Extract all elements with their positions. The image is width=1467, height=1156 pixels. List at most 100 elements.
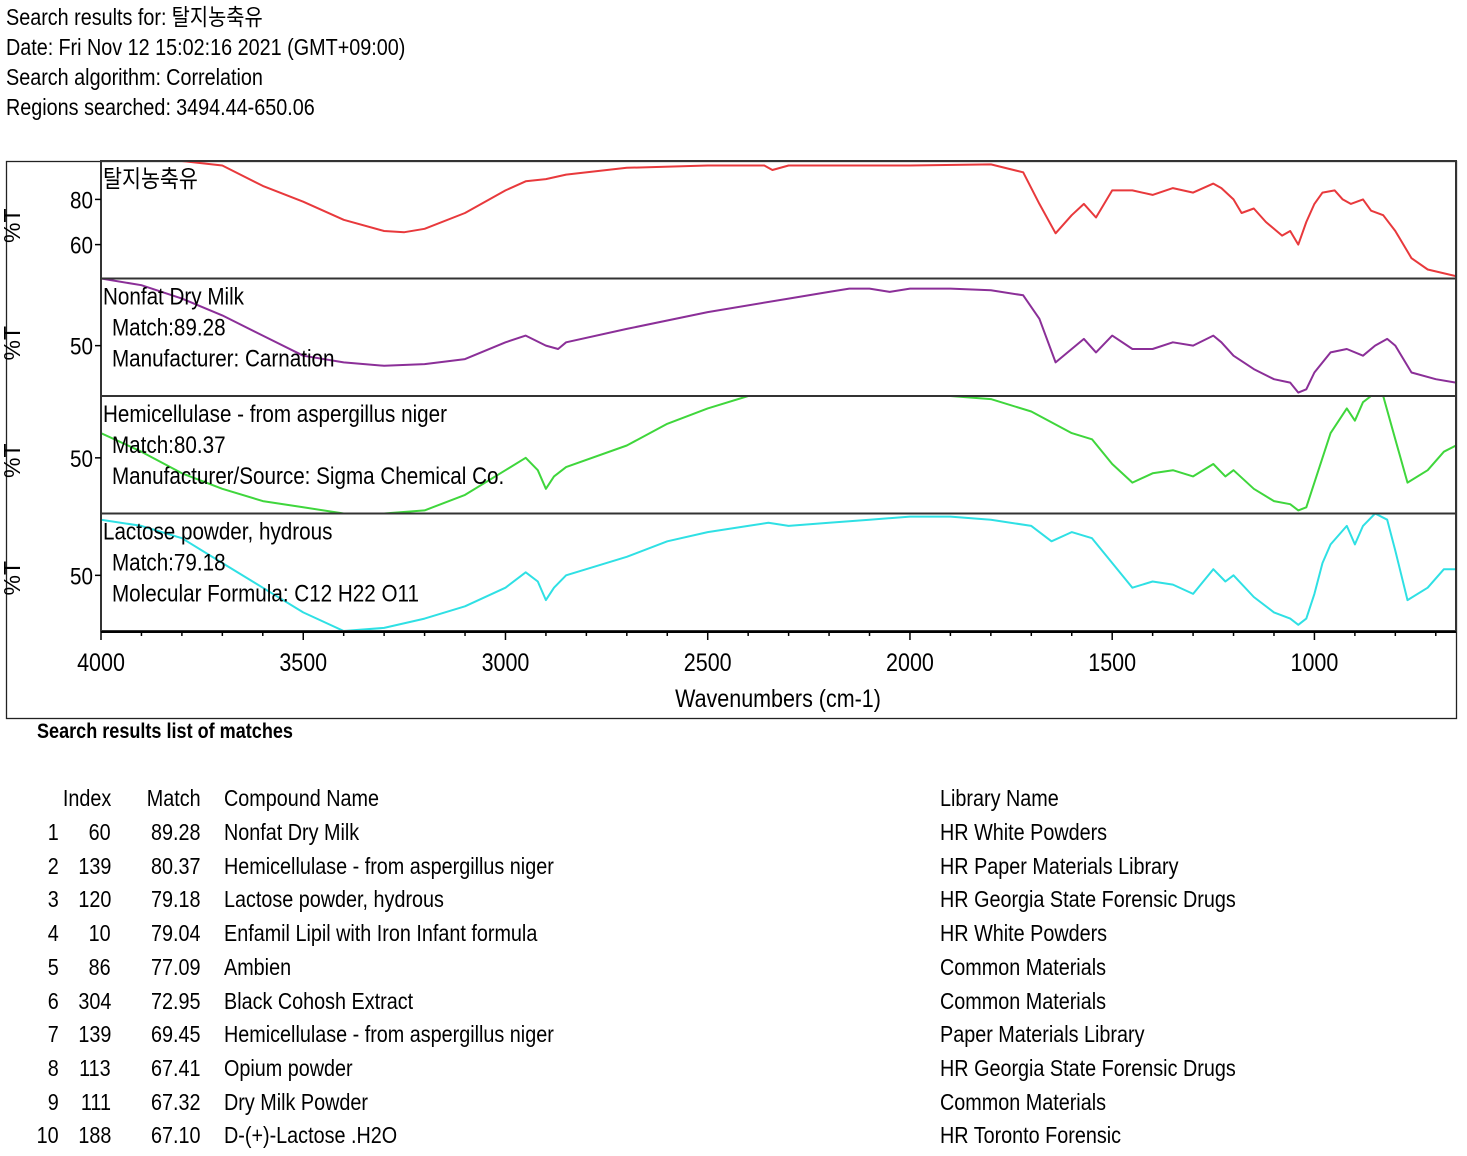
result-rank: 5 bbox=[47, 953, 59, 980]
x-tick-label: 1500 bbox=[1088, 648, 1136, 676]
y-tick-label: 50 bbox=[70, 333, 93, 360]
result-match: 89.28 bbox=[151, 819, 201, 845]
spectrum-line bbox=[101, 161, 1456, 278]
result-index: 304 bbox=[77, 987, 111, 1014]
spectrum-info: Manufacturer: Carnation bbox=[112, 345, 334, 372]
y-tick-label: 50 bbox=[70, 445, 93, 472]
column-header-match: Match bbox=[147, 785, 201, 811]
column-header-index: Index bbox=[62, 785, 111, 811]
spectrum-info: Manufacturer/Source: Sigma Chemical Co. bbox=[112, 463, 504, 490]
result-row[interactable]: 4 10 79.04 Enfamil Lipil with Iron Infant f… bbox=[0, 920, 1467, 954]
result-library-name: HR Toronto Forensic bbox=[940, 1122, 1122, 1149]
result-rank: 10 bbox=[36, 1122, 59, 1149]
result-compound-name: Nonfat Dry Milk bbox=[224, 819, 360, 845]
x-tick-label: 2000 bbox=[886, 648, 934, 676]
algorithm-label: Search algorithm: bbox=[6, 64, 162, 90]
result-match: 77.09 bbox=[151, 953, 201, 980]
regions-label: Regions searched: bbox=[6, 94, 171, 120]
results-header-row: Index Match Compound Name Library Name bbox=[0, 785, 1467, 819]
algorithm-value: Correlation bbox=[166, 64, 263, 90]
spectrum-line bbox=[101, 513, 1456, 631]
y-tick-label: 80 bbox=[70, 187, 93, 214]
result-match: 72.95 bbox=[151, 987, 201, 1014]
result-match: 79.18 bbox=[151, 886, 201, 913]
regions-line: Regions searched: 3494.44-650.06 bbox=[6, 92, 410, 122]
y-axis-label: %T bbox=[0, 561, 25, 596]
spectra-chart: 60 80 %T 탈지농축유 50 %T Nonfat Dry Milk Match:89.2… bbox=[0, 160, 1458, 720]
result-rank: 9 bbox=[47, 1088, 59, 1115]
result-compound-name: Lactose powder, hydrous bbox=[224, 886, 444, 913]
result-match: 69.45 bbox=[151, 1021, 201, 1048]
result-rank: 8 bbox=[47, 1054, 59, 1081]
result-row[interactable]: 5 86 77.09 Ambien Common Materials bbox=[0, 954, 1467, 988]
result-match: 67.10 bbox=[151, 1122, 201, 1149]
result-library-name: Paper Materials Library bbox=[940, 1021, 1145, 1048]
result-row[interactable]: 3 120 79.18 Lactose powder, hydrous HR Georg… bbox=[0, 886, 1467, 920]
date-line: Date: Fri Nov 12 15:02:16 2021 (GMT+09:00… bbox=[6, 32, 410, 62]
result-row[interactable]: 10 188 67.10 D-(+)-Lactose .H2O HR Toronto F… bbox=[0, 1122, 1467, 1156]
spectrum-name: Nonfat Dry Milk bbox=[103, 283, 245, 310]
result-index: 111 bbox=[80, 1088, 111, 1115]
x-tick-label: 2500 bbox=[684, 648, 732, 676]
result-library-name: Common Materials bbox=[940, 1088, 1106, 1115]
result-rank: 7 bbox=[47, 1021, 59, 1048]
result-match: 67.41 bbox=[151, 1054, 201, 1081]
result-index: 86 bbox=[88, 953, 111, 980]
spectrum-panel bbox=[100, 160, 1457, 280]
date-label: Date: bbox=[6, 34, 54, 60]
spectrum-info: Molecular Formula: C12 H22 O11 bbox=[112, 580, 419, 607]
spectrum-info: Match:79.18 bbox=[112, 549, 226, 576]
x-tick-label: 4000 bbox=[77, 648, 125, 676]
result-compound-name: Opium powder bbox=[224, 1054, 353, 1081]
result-match: 67.32 bbox=[151, 1088, 201, 1115]
result-compound-name: Enfamil Lipil with Iron Infant formula bbox=[224, 920, 538, 947]
search-results-label: Search results for: bbox=[6, 4, 167, 30]
spectrum-line bbox=[101, 278, 1456, 394]
regions-value: 3494.44-650.06 bbox=[176, 94, 315, 120]
result-compound-name: D-(+)-Lactose .H2O bbox=[224, 1122, 398, 1149]
search-results-value: 탈지농축유 bbox=[171, 4, 263, 30]
spectrum-info: Match:80.37 bbox=[112, 432, 226, 459]
result-index: 113 bbox=[79, 1054, 111, 1081]
result-index: 139 bbox=[77, 1021, 111, 1048]
result-library-name: Common Materials bbox=[940, 987, 1106, 1014]
result-library-name: HR White Powders bbox=[940, 819, 1108, 845]
result-compound-name: Black Cohosh Extract bbox=[224, 987, 414, 1014]
result-row[interactable]: 1 60 89.28 Nonfat Dry Milk HR White Powders bbox=[0, 819, 1467, 853]
search-results-line: Search results for: 탈지농축유 bbox=[6, 2, 410, 32]
result-library-name: HR Paper Materials Library bbox=[940, 852, 1179, 879]
x-tick-label: 3000 bbox=[482, 648, 530, 676]
result-index: 120 bbox=[77, 886, 111, 913]
result-row[interactable]: 6 304 72.95 Black Cohosh Extract Common Mate… bbox=[0, 988, 1467, 1022]
result-index: 139 bbox=[77, 852, 111, 879]
result-compound-name: Hemicellulase - from aspergillus niger bbox=[224, 852, 554, 879]
result-rank: 1 bbox=[47, 819, 59, 845]
result-index: 188 bbox=[77, 1122, 111, 1149]
result-library-name: HR White Powders bbox=[940, 920, 1108, 947]
result-row[interactable]: 7 139 69.45 Hemicellulase - from aspergillu… bbox=[0, 1021, 1467, 1055]
result-compound-name: Dry Milk Powder bbox=[224, 1088, 368, 1115]
spectrum-name: 탈지농축유 bbox=[103, 166, 198, 193]
spectrum-line bbox=[101, 396, 1456, 514]
result-index: 60 bbox=[88, 819, 111, 845]
results-list-title: Search results list of matches bbox=[37, 720, 293, 743]
y-axis-label: %T bbox=[0, 209, 25, 244]
result-row[interactable]: 2 139 80.37 Hemicellulase - from aspergillu… bbox=[0, 853, 1467, 887]
result-rank: 6 bbox=[47, 987, 59, 1014]
result-library-name: Common Materials bbox=[940, 953, 1106, 980]
y-axis-label: %T bbox=[0, 326, 25, 361]
result-index: 10 bbox=[88, 920, 111, 947]
x-tick-label: 1000 bbox=[1291, 648, 1339, 676]
result-row[interactable]: 8 113 67.41 Opium powder HR Georgia State Fo… bbox=[0, 1055, 1467, 1089]
result-row[interactable]: 9 111 67.32 Dry Milk Powder Common Materials bbox=[0, 1089, 1467, 1123]
y-tick-label: 50 bbox=[70, 563, 93, 590]
y-tick-label: 60 bbox=[70, 232, 93, 259]
algorithm-line: Search algorithm: Correlation bbox=[6, 62, 410, 92]
result-rank: 4 bbox=[47, 920, 59, 947]
result-compound-name: Ambien bbox=[224, 953, 292, 980]
search-metadata: Search results for: 탈지농축유 Date: Fri Nov 12… bbox=[6, 2, 410, 122]
result-library-name: HR Georgia State Forensic Drugs bbox=[940, 1054, 1236, 1081]
result-rank: 2 bbox=[47, 852, 59, 879]
result-library-name: HR Georgia State Forensic Drugs bbox=[940, 886, 1236, 913]
y-axis-label: %T bbox=[0, 444, 25, 479]
